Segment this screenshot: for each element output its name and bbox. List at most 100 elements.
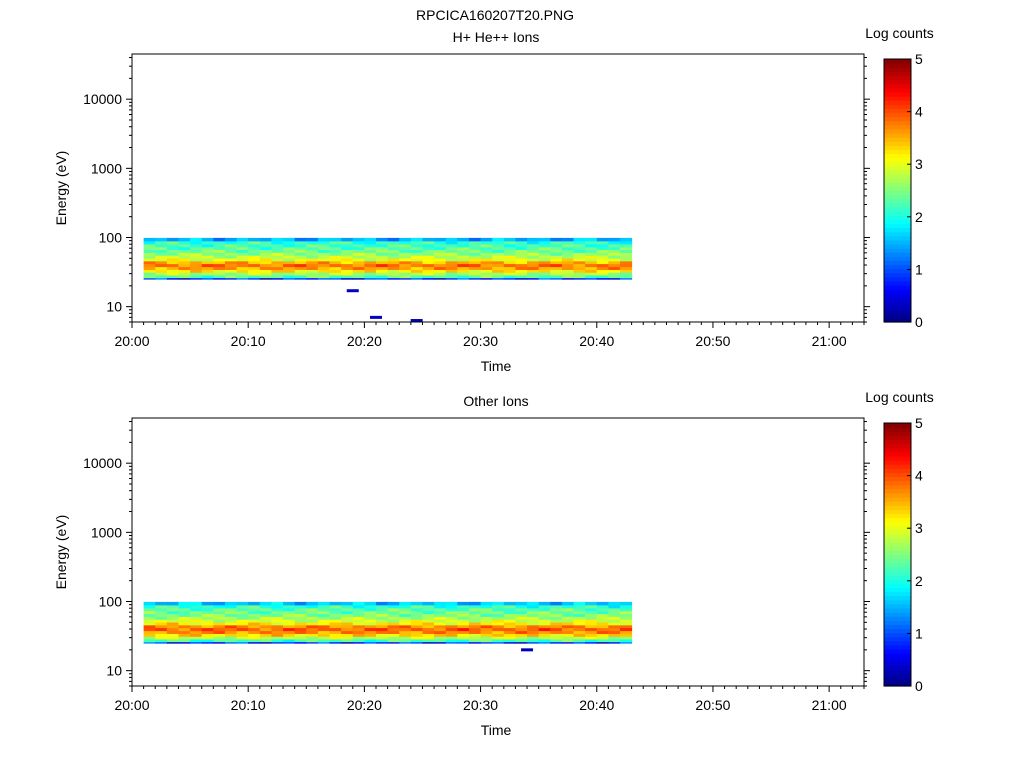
y-tick-label: 1000 bbox=[91, 524, 122, 540]
heatmap-cell bbox=[248, 624, 261, 629]
y-tick-label: 100 bbox=[99, 229, 123, 245]
heatmap-cell bbox=[387, 627, 400, 632]
heatmap-cell bbox=[480, 274, 493, 279]
heatmap-cell bbox=[596, 610, 609, 615]
heatmap-cell bbox=[620, 249, 633, 253]
heatmap-cell bbox=[259, 610, 272, 615]
heatmap-cell bbox=[236, 240, 249, 245]
heatmap-cell bbox=[538, 638, 551, 643]
heatmap-cell bbox=[352, 613, 365, 617]
heatmap-cell bbox=[492, 246, 505, 251]
heatmap-cell bbox=[155, 269, 168, 273]
heatmap-cell bbox=[608, 272, 621, 276]
heatmap-cell bbox=[155, 627, 168, 632]
heatmap-cell bbox=[585, 243, 598, 248]
heatmap-cell bbox=[538, 610, 551, 615]
heatmap-cell bbox=[352, 610, 365, 615]
heatmap-cell bbox=[271, 633, 284, 637]
colorbar-segment bbox=[884, 657, 911, 662]
heatmap-cell bbox=[341, 246, 354, 251]
heatmap-cell bbox=[596, 269, 609, 273]
y-ticks: 10 100 1000 10000 bbox=[83, 57, 870, 323]
heatmap-cell bbox=[538, 613, 551, 617]
heatmap-cell bbox=[515, 266, 528, 270]
heatmap-cell bbox=[492, 624, 505, 629]
heatmap-cell bbox=[410, 624, 423, 629]
heatmap-cell bbox=[515, 630, 528, 634]
heatmap-cell bbox=[213, 638, 226, 643]
heatmap-cell bbox=[399, 601, 412, 606]
heatmap-cell bbox=[329, 638, 342, 643]
heatmap-cell bbox=[283, 252, 296, 256]
heatmap-cell bbox=[434, 249, 447, 253]
heatmap-cell bbox=[503, 604, 516, 609]
heatmap-cell bbox=[259, 607, 272, 612]
heatmap-cell bbox=[259, 252, 272, 256]
heatmap-cell bbox=[155, 237, 168, 242]
heatmap-cell bbox=[352, 641, 365, 644]
heatmap-cell bbox=[550, 266, 563, 270]
heatmap-cell bbox=[573, 237, 586, 242]
heatmap-cell bbox=[399, 258, 412, 262]
heatmap-cell bbox=[480, 630, 493, 634]
x-ticks: 20:00 20:10 20:20 20:30 20:40 20:50 21:00 bbox=[114, 686, 865, 713]
heatmap-cell bbox=[596, 624, 609, 629]
heatmap-cell bbox=[143, 604, 156, 609]
heatmap-cell bbox=[213, 258, 226, 262]
colorbar-segment bbox=[884, 464, 911, 469]
heatmap-cell bbox=[294, 272, 307, 276]
heatmap-cell bbox=[480, 243, 493, 248]
heatmap-cell bbox=[422, 630, 435, 634]
heatmap-cell bbox=[317, 607, 331, 612]
heatmap-cell bbox=[468, 601, 482, 606]
heatmap-cell bbox=[317, 243, 331, 248]
heatmap-cell bbox=[236, 272, 249, 276]
colorbar-tick-label: 1 bbox=[915, 625, 923, 641]
heatmap-cell bbox=[527, 616, 540, 620]
heatmap-cell bbox=[550, 252, 563, 256]
heatmap-cell bbox=[271, 243, 284, 248]
heatmap-cell bbox=[283, 619, 296, 623]
heatmap-cell bbox=[224, 277, 238, 280]
heatmap-cell bbox=[585, 258, 598, 262]
heatmap-cell bbox=[213, 616, 226, 620]
heatmap-cell bbox=[352, 240, 365, 245]
heatmap-cell bbox=[434, 277, 447, 280]
heatmap-cell bbox=[503, 272, 516, 276]
heatmap-cell bbox=[143, 249, 156, 253]
colorbar-segment bbox=[884, 554, 911, 560]
heatmap-cell bbox=[422, 269, 435, 273]
colorbar-tick-label: 2 bbox=[915, 573, 923, 589]
colorbar-segment bbox=[884, 451, 911, 457]
heatmap-cell bbox=[306, 258, 319, 262]
colorbar-segment bbox=[884, 317, 911, 323]
heatmap-cell bbox=[538, 258, 551, 262]
heatmap-cell bbox=[155, 272, 168, 276]
colorbar-segment bbox=[884, 624, 911, 630]
heatmap-cell bbox=[283, 263, 296, 268]
heatmap-cell bbox=[585, 252, 598, 256]
heatmap-cell bbox=[596, 601, 609, 606]
heatmap-cell bbox=[248, 252, 261, 256]
heatmap-cell bbox=[143, 638, 156, 643]
heatmap-cell bbox=[329, 263, 342, 268]
heatmap-cell bbox=[457, 249, 470, 253]
colorbar-segment bbox=[884, 153, 911, 159]
heatmap-cell bbox=[480, 601, 493, 606]
heatmap-cell bbox=[376, 272, 389, 276]
heatmap-cell bbox=[341, 633, 354, 637]
heatmap-cell bbox=[201, 269, 214, 273]
heatmap-cell bbox=[550, 630, 563, 634]
colorbar-segment bbox=[884, 104, 911, 109]
heatmap-cell bbox=[410, 237, 423, 242]
heatmap-cell bbox=[213, 269, 226, 273]
heatmap-cell bbox=[236, 274, 249, 279]
heatmap-cell bbox=[352, 624, 365, 629]
heatmap-cell bbox=[538, 627, 551, 632]
colorbar-segment bbox=[884, 431, 911, 436]
heatmap-cell bbox=[283, 274, 296, 279]
colorbar-segment bbox=[884, 640, 911, 646]
heatmap-cell bbox=[550, 274, 563, 279]
y-ticks: 10 100 1000 10000 bbox=[83, 421, 870, 687]
heatmap-cell bbox=[410, 272, 423, 276]
